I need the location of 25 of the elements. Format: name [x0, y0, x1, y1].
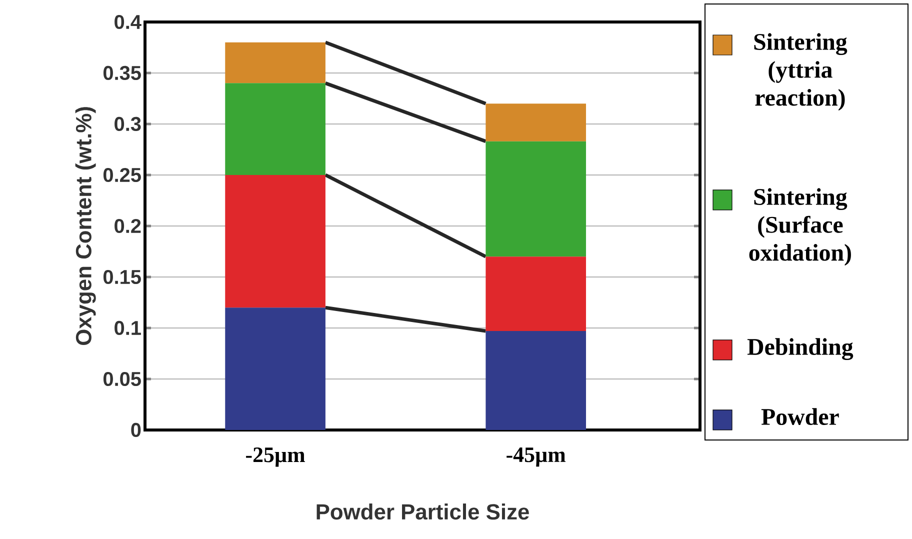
x-axis-title: Powder Particle Size	[316, 504, 529, 520]
y-tick-label: 0.05	[103, 372, 141, 386]
y-axis-title: Oxygen Content (wt.%)	[75, 107, 96, 346]
bar	[225, 308, 326, 430]
legend-label: Sintering (Surface oxidation)	[749, 188, 851, 266]
y-tick-label: 0	[131, 422, 141, 438]
bar	[225, 42, 326, 84]
y-tick-label: 0.4	[114, 14, 142, 30]
x-tick-label: -45µm	[506, 448, 566, 467]
bar	[486, 104, 586, 142]
legend-label: Debinding	[747, 338, 854, 360]
bar	[486, 256, 586, 332]
y-tick-label: 0.25	[103, 168, 141, 182]
y-tick-label: 0.3	[114, 116, 141, 132]
y-tick-label: 0.1	[114, 320, 141, 336]
y-tick-label: 0.15	[103, 270, 141, 284]
bar	[486, 141, 586, 257]
bar	[486, 331, 586, 430]
bar	[225, 83, 326, 175]
legend-label: Powder	[761, 408, 839, 426]
bar	[225, 174, 326, 308]
legend-label: Sintering (yttria reaction)	[754, 33, 848, 111]
y-tick-label: 0.2	[114, 218, 141, 234]
x-tick-label: -25µm	[246, 448, 305, 467]
y-tick-label: 0.35	[103, 66, 141, 80]
